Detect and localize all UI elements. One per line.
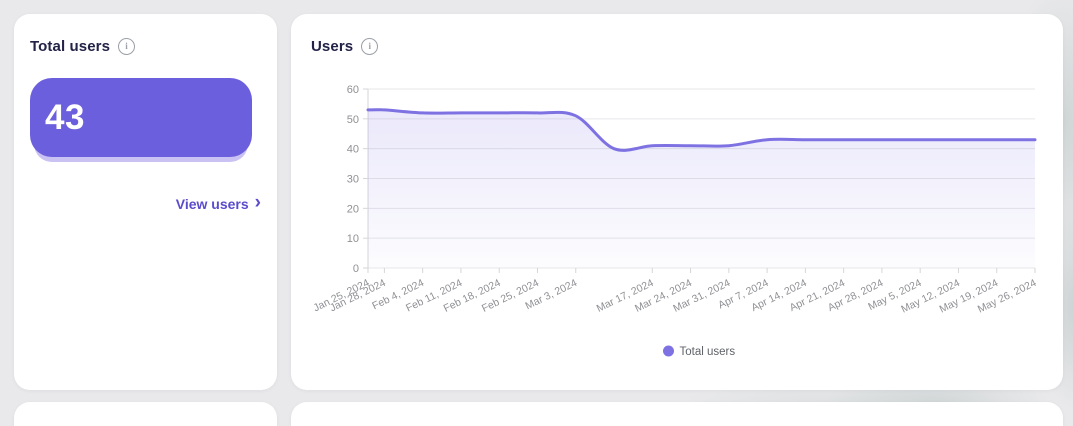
users-chart-card-header: Users i bbox=[291, 14, 1063, 55]
view-users-link-label: View users bbox=[175, 196, 249, 212]
y-tick-label: 40 bbox=[347, 144, 359, 156]
legend-label[interactable]: Total users bbox=[680, 346, 736, 358]
total-users-title: Total users bbox=[30, 38, 111, 55]
users-chart-card: Users i 0 10 20 30 40 50 60 Jan 25, 2024 Jan 28,… bbox=[291, 14, 1063, 390]
y-tick-label: 0 bbox=[353, 263, 359, 275]
y-tick-label: 60 bbox=[347, 84, 359, 96]
y-tick-label: 10 bbox=[347, 233, 359, 245]
total-users-area-fill bbox=[368, 109, 1035, 268]
total-users-card: Total users i 43 View users › bbox=[14, 14, 277, 390]
next-row-card-left bbox=[14, 402, 277, 426]
info-icon[interactable]: i bbox=[361, 38, 379, 55]
chevron-right-icon: › bbox=[254, 192, 261, 213]
view-users-link[interactable]: View users › bbox=[175, 192, 261, 213]
total-users-value: 43 bbox=[45, 97, 85, 137]
y-tick-label: 20 bbox=[347, 203, 359, 215]
total-users-card-header: Total users i bbox=[14, 14, 277, 55]
total-users-value-badge: 43 bbox=[30, 78, 252, 157]
next-row-card-right bbox=[291, 402, 1063, 426]
users-chart-title: Users bbox=[311, 38, 354, 55]
info-icon[interactable]: i bbox=[118, 38, 136, 55]
legend-marker-icon[interactable] bbox=[663, 345, 674, 357]
y-tick-label: 30 bbox=[347, 174, 359, 186]
y-tick-label: 50 bbox=[347, 114, 359, 126]
total-users-line bbox=[366, 108, 1037, 152]
